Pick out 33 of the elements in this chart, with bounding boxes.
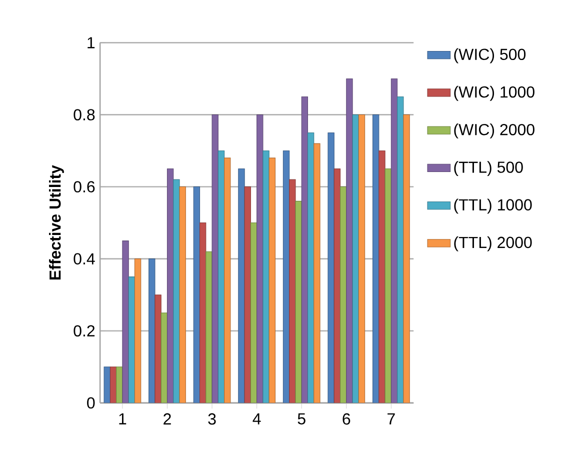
- bar: [166, 168, 174, 404]
- x-tick-label: 5: [298, 414, 306, 425]
- legend-label: (TTL) 2000: [454, 236, 532, 252]
- y-tick-label: 0.4: [74, 253, 95, 265]
- x-tick-label: 4: [252, 414, 261, 425]
- bar: [212, 114, 218, 404]
- bar: [256, 114, 264, 404]
- bar: [334, 168, 341, 404]
- y-tick-label: 0.6: [74, 181, 95, 193]
- legend-label: (WIC) 500: [454, 48, 526, 64]
- bar: [301, 96, 308, 404]
- legend-label: (WIC) 2000: [454, 124, 534, 139]
- x-tick-label: 6: [342, 414, 350, 425]
- y-tick-label: 0.8: [74, 109, 95, 121]
- x-tick-label: 2: [164, 414, 171, 425]
- bar: [390, 78, 398, 404]
- legend-label: (WIC) 1000: [454, 86, 534, 102]
- y-tick-label: 0: [87, 397, 95, 409]
- y-axis-title: Effective Utility: [49, 165, 64, 280]
- bar: [346, 78, 353, 404]
- legend-label: (TTL) 500: [454, 161, 523, 176]
- bar: [122, 240, 129, 404]
- x-tick-label: 3: [208, 414, 216, 425]
- x-tick-label: 7: [388, 414, 395, 425]
- y-tick-label: 1: [88, 37, 95, 48]
- bar: [378, 150, 386, 404]
- bar: [154, 294, 162, 404]
- bar: [199, 222, 206, 404]
- x-tick-label: 1: [119, 414, 126, 425]
- bar: [244, 186, 251, 404]
- bar: [289, 180, 296, 404]
- y-tick-label: 0.2: [74, 325, 95, 337]
- legend-label: (TTL) 1000: [454, 198, 532, 214]
